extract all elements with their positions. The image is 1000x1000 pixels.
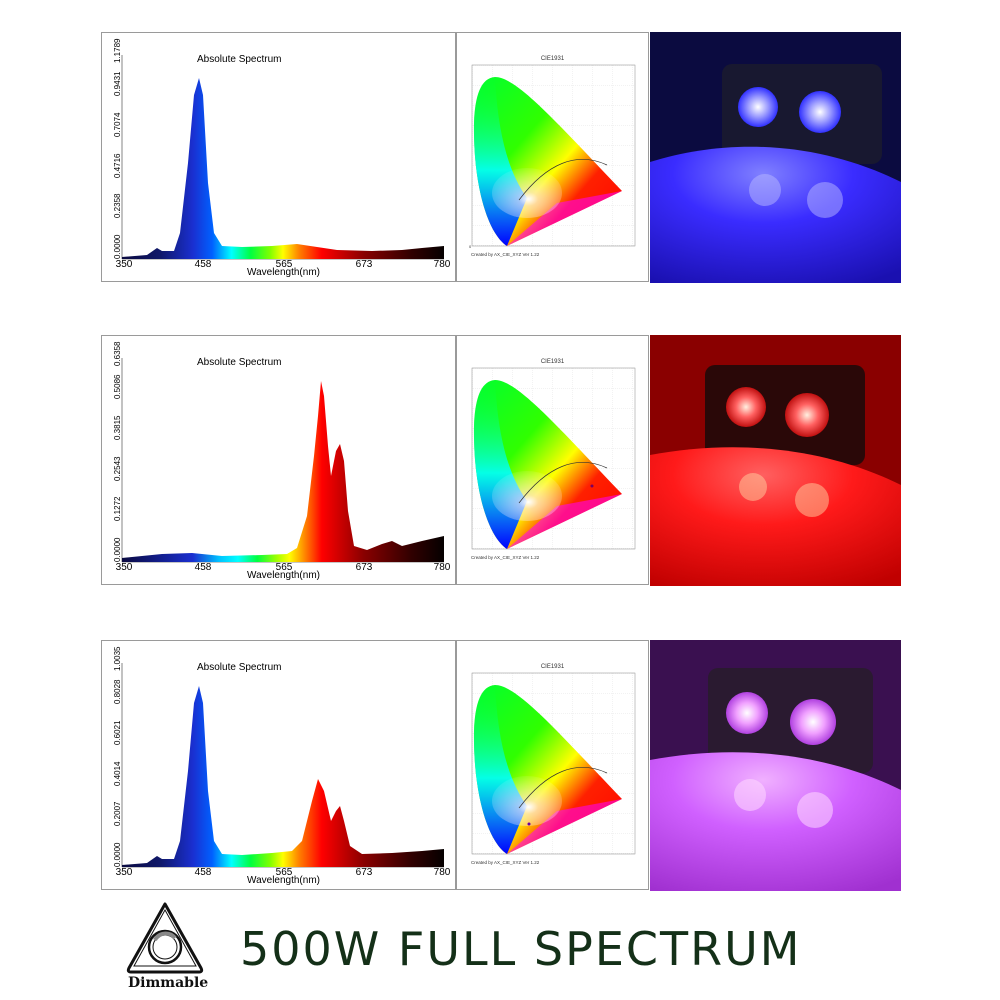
- led-fixture-image: [650, 335, 901, 586]
- x-tick: 673: [355, 562, 373, 573]
- spectrum-row-full: Absolute Spectrum 350 458 565 673 780 Wa…: [101, 640, 901, 892]
- spectrum-title: Absolute Spectrum: [197, 357, 282, 368]
- y-tick: 0.6358: [113, 341, 122, 366]
- y-tick: 0.2007: [113, 801, 122, 826]
- y-tick: 0.1272: [113, 496, 122, 521]
- y-tick: 0.8028: [113, 679, 122, 704]
- x-tick: 458: [194, 867, 212, 878]
- cie-footer: Created by AX_CIE_XYZ Ver 1.22: [471, 860, 540, 865]
- x-axis-label: Wavelength(nm): [247, 267, 320, 278]
- spectrum-row-blue: Absolute Spectrum 350 458 565 673 780 Wa…: [101, 32, 901, 284]
- x-tick: 458: [194, 259, 212, 270]
- x-tick: 458: [194, 562, 212, 573]
- cie-title: CIE1931: [540, 664, 565, 670]
- x-tick: 780: [433, 259, 451, 270]
- y-tick: 0.2543: [113, 456, 122, 481]
- cie-title: CIE1931: [540, 359, 565, 365]
- x-tick: 350: [115, 259, 133, 270]
- spectrum-title: Absolute Spectrum: [197, 662, 282, 673]
- x-tick: 565: [275, 562, 293, 573]
- spectrum-row-red: Absolute Spectrum 350 458 565 673 780 Wa…: [101, 335, 901, 587]
- chromaticity-point: [590, 484, 594, 488]
- y-tick: 0.4716: [113, 153, 122, 178]
- x-tick: 565: [275, 259, 293, 270]
- cie1931-diagram: CIE1931 Created by AX_CIE_XYZ Ver 1.22: [456, 335, 649, 585]
- x-tick: 565: [275, 867, 293, 878]
- dimmable-icon: [126, 902, 204, 974]
- cie-footer: Created by AX_CIE_XYZ Ver 1.22: [471, 555, 540, 560]
- product-photo-purple: [650, 640, 901, 891]
- y-tick: 0.7074: [113, 112, 122, 137]
- cie-footer: Created by AX_CIE_XYZ Ver 1.22: [471, 252, 540, 257]
- spectrum-plot: [121, 358, 444, 563]
- x-tick: 780: [433, 562, 451, 573]
- product-photo-blue: [650, 32, 901, 283]
- cie1931-diagram: CIE1931: [456, 32, 649, 282]
- y-tick: 0.9431: [113, 71, 122, 96]
- y-tick: 1.1789: [113, 38, 122, 63]
- spectrum-plot: [121, 663, 444, 868]
- y-tick: 1.0035: [113, 646, 122, 671]
- spectrum-plot: [121, 55, 444, 260]
- cie-plot: [471, 672, 636, 855]
- x-tick: 673: [355, 867, 373, 878]
- spectrum-chart: Absolute Spectrum 350 458 565 673 780 Wa…: [101, 640, 456, 890]
- y-tick: 0.5086: [113, 374, 122, 399]
- x-axis-label: Wavelength(nm): [247, 570, 320, 581]
- product-headline: 500W FULL SPECTRUM: [240, 922, 802, 976]
- spectrum-title: Absolute Spectrum: [197, 54, 282, 65]
- x-tick: 350: [115, 562, 133, 573]
- dimmable-label: Dimmable: [128, 975, 209, 991]
- y-tick: 0.0000: [113, 537, 122, 562]
- y-tick: 0.3815: [113, 415, 122, 440]
- cie-plot: 0: [469, 64, 636, 249]
- chromaticity-point: [527, 822, 531, 826]
- cie-title: CIE1931: [540, 56, 565, 62]
- x-tick: 350: [115, 867, 133, 878]
- x-axis-label: Wavelength(nm): [247, 875, 320, 886]
- x-tick: 673: [355, 259, 373, 270]
- y-tick: 0.0000: [113, 842, 122, 867]
- product-photo-red: [650, 335, 901, 586]
- spectrum-chart: Absolute Spectrum 350 458 565 673 780 Wa…: [101, 335, 456, 585]
- led-fixture-image: [650, 32, 901, 283]
- y-tick: 0.4014: [113, 761, 122, 786]
- cie1931-diagram: CIE1931 Created by AX_CIE_XYZ Ver 1.22: [456, 640, 649, 890]
- y-tick: 0.0000: [113, 234, 122, 259]
- x-tick: 780: [433, 867, 451, 878]
- svg-text:0: 0: [469, 244, 472, 249]
- led-fixture-image: [650, 640, 901, 891]
- spectrum-chart: Absolute Spectrum 350 458 565 673 780 Wa…: [101, 32, 456, 282]
- y-tick: 0.6021: [113, 720, 122, 745]
- y-tick: 0.2358: [113, 193, 122, 218]
- cie-plot: [471, 367, 636, 550]
